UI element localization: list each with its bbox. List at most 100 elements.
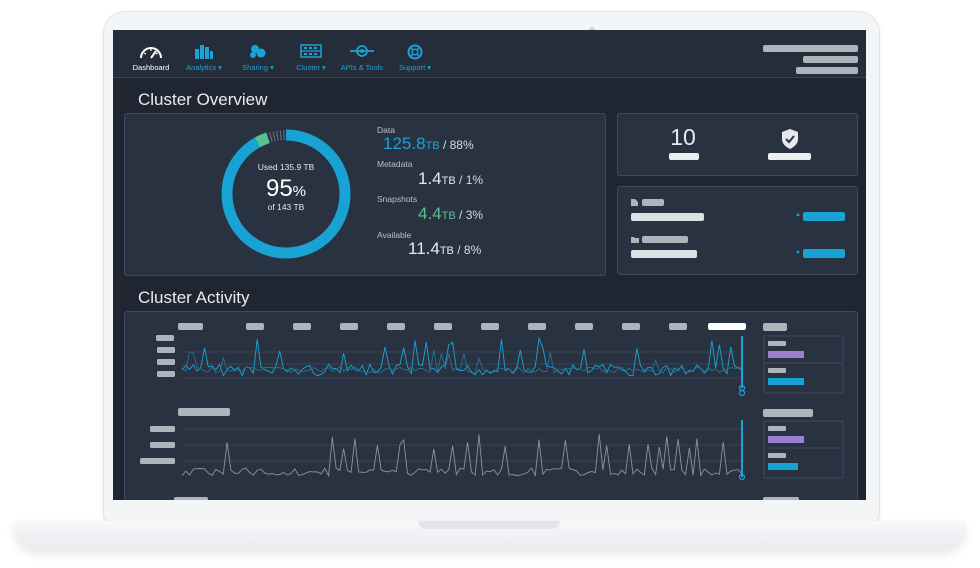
donut-snapshots-arc: [221, 129, 351, 259]
legend-write-bar: [768, 463, 798, 470]
time-range-tab[interactable]: [575, 323, 593, 330]
bar-chart-icon: [195, 45, 213, 59]
metric-label-data: Data: [377, 125, 395, 135]
metric-value-available: 11.4TB / 8%: [408, 239, 481, 259]
node-count: 10: [670, 124, 696, 150]
y-axis-tick-placeholder: [157, 347, 175, 353]
chart-title-placeholder: [174, 497, 208, 500]
chart-title-placeholder: [178, 408, 230, 416]
time-range-tab[interactable]: [708, 323, 746, 330]
gauge-icon: [140, 47, 162, 59]
health-status-placeholder: [768, 153, 811, 160]
capacity-donut: [221, 129, 351, 259]
metric-label-snapshots: Snapshots: [377, 194, 418, 204]
cluster-activity-title: Cluster Activity: [138, 288, 250, 307]
donut-used-arc: [221, 129, 351, 259]
donut-used-label: Used 135.9 TB: [257, 162, 315, 172]
activity-charts: [140, 323, 844, 500]
metric-number: 1.4: [418, 169, 442, 188]
legend-box: [763, 335, 844, 394]
nav-sharing[interactable]: Sharing ▾: [233, 30, 283, 77]
file-icon: [631, 199, 638, 206]
legend-title-placeholder: [763, 323, 787, 331]
legend-label-placeholder: [768, 453, 786, 458]
server-icon: [300, 44, 322, 58]
files-label-placeholder: [642, 199, 664, 206]
user-info-placeholder[interactable]: [763, 45, 858, 52]
nav-support[interactable]: Support ▾: [392, 30, 438, 77]
metric-percent: / 1%: [455, 173, 484, 187]
time-cursor-handle[interactable]: [738, 389, 746, 397]
metric-label-available: Available: [377, 230, 412, 240]
metric-percent: / 8%: [453, 243, 482, 257]
y-axis-tick-placeholder: [156, 335, 174, 341]
y-axis-tick-placeholder: [150, 442, 175, 448]
donut-free-tick: [276, 130, 279, 141]
nav-label: Cluster ▾: [296, 63, 326, 72]
directories-value-placeholder: [631, 250, 697, 258]
legend-label-placeholder: [768, 368, 786, 373]
cluster-name-placeholder: [803, 56, 858, 63]
time-range-tab[interactable]: [669, 323, 687, 330]
nav-label: APIs & Tools: [340, 63, 384, 72]
donut-total-label: of 143 TB: [267, 202, 305, 212]
shield-check-icon: [782, 129, 798, 149]
legend-read-bar: [768, 436, 804, 443]
metric-unit: TB: [441, 210, 456, 222]
donut-free-tick: [279, 130, 282, 141]
donut-free-tick: [272, 131, 276, 142]
time-range-tab[interactable]: [293, 323, 311, 330]
metric-label-metadata: Metadata: [377, 159, 413, 169]
donut-percent: 95%: [236, 175, 336, 203]
folder-icon: [631, 237, 639, 243]
nav-cluster[interactable]: Cluster ▾: [287, 30, 335, 77]
api-icon: [350, 45, 374, 57]
nav-analytics[interactable]: Analytics ▾: [179, 30, 229, 77]
time-range-tab[interactable]: [340, 323, 358, 330]
legend-label-placeholder: [768, 426, 786, 431]
y-axis-tick-placeholder: [140, 458, 175, 464]
time-range-tab[interactable]: [622, 323, 640, 330]
metric-number: 4.4: [418, 204, 442, 223]
legend-label-placeholder: [768, 341, 786, 346]
metric-value-data: 125.8TB / 88%: [383, 134, 474, 154]
donut-percent-number: 95: [265, 175, 293, 202]
legend-read-bar: [768, 351, 804, 358]
nav-dashboard[interactable]: Dashboard: [128, 30, 174, 77]
nav-label: Dashboard: [132, 63, 170, 72]
cluster-overview-title: Cluster Overview: [138, 90, 268, 109]
legend-box: [763, 420, 844, 479]
activity-card: [124, 311, 858, 500]
metric-unit: TB: [439, 245, 454, 257]
time-range-tab[interactable]: [246, 323, 264, 330]
legend-write-bar: [768, 378, 804, 385]
time-range-tab[interactable]: [481, 323, 499, 330]
activity-line-series: [181, 336, 743, 377]
metric-percent: / 88%: [439, 138, 474, 152]
nav-label: Analytics ▾: [186, 63, 222, 72]
node-count-label-placeholder: [669, 153, 699, 160]
share-icon: [250, 45, 266, 58]
time-range-tab[interactable]: [178, 323, 203, 330]
y-axis-tick-placeholder: [157, 371, 175, 377]
app-screen: Dashboard Analytics ▾ Sharing ▾: [113, 30, 866, 500]
donut-free-tick: [269, 131, 273, 142]
y-axis-tick-placeholder: [157, 359, 175, 365]
directories-label-placeholder: [642, 236, 688, 243]
metric-number: 11.4: [408, 239, 440, 258]
nav-label: Sharing ▾: [242, 63, 274, 72]
cluster-status-card: 10: [617, 113, 858, 176]
activity-line-series: [181, 349, 743, 374]
time-range-tab[interactable]: [528, 323, 546, 330]
version-placeholder: [796, 67, 858, 74]
nav-apis-tools[interactable]: APIs & Tools: [337, 30, 387, 77]
lifebuoy-icon: [407, 44, 423, 60]
legend-title-placeholder: [763, 497, 799, 500]
up-arrow-icon: ▲: [795, 249, 801, 255]
time-cursor-handle[interactable]: [738, 473, 746, 481]
time-range-tab[interactable]: [387, 323, 405, 330]
throughput-card: ▲ ▲: [617, 186, 858, 275]
metric-number: 125.8: [383, 134, 426, 153]
time-range-tab[interactable]: [434, 323, 452, 330]
metric-unit: TB: [441, 175, 456, 187]
